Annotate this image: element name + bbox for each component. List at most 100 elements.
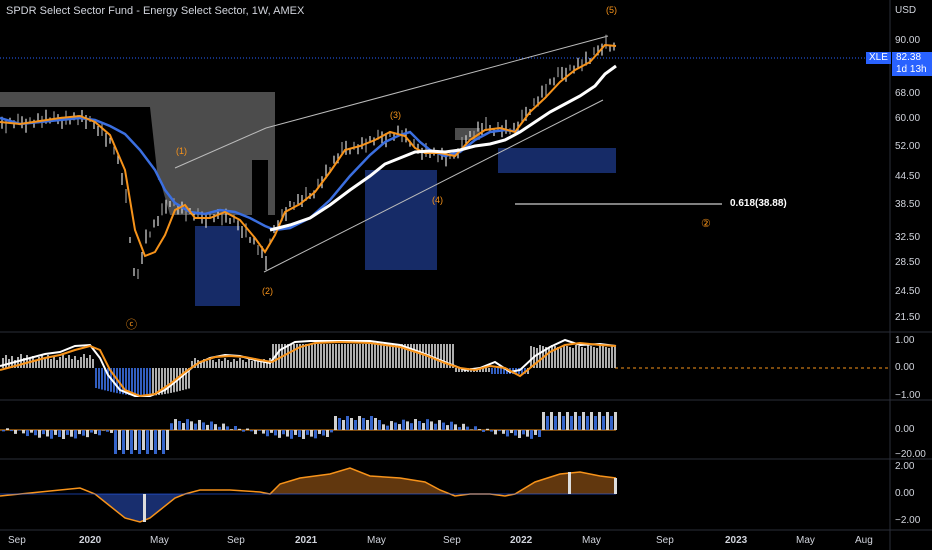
osc2-bar [322,430,325,436]
osc1-bar [368,344,370,368]
last-price-badge: 82.38 1d 13h [892,52,932,76]
blue-zone-1 [195,226,240,306]
osc1-bar [146,368,148,396]
osc2-bar [274,430,277,436]
osc1-bar [329,344,331,368]
osc1-bar [326,344,328,368]
osc1-bar [245,362,247,368]
osc2-bar [226,426,229,430]
osc2-bar [246,428,249,430]
time-axis-label: May [150,535,169,546]
osc1-bar [272,344,274,368]
osc2-bar [186,419,189,430]
wave-label-2: (2) [262,286,273,296]
osc2-bar [570,416,573,430]
osc1-bar [482,368,484,372]
osc2-bar [262,430,265,434]
osc1-bar [35,360,37,368]
osc2-bar [458,427,461,430]
osc1-bar [230,362,232,368]
osc1-bar [578,346,580,368]
osc2-bar [526,430,529,437]
osc1-bar [125,368,127,395]
osc2-bar [586,416,589,430]
price-axis-label: 38.50 [895,199,921,210]
osc2-bar [62,430,65,439]
osc1-bar [401,344,403,368]
osc1-bar [497,368,499,374]
osc2-bar [242,430,245,432]
osc1-bar [398,344,400,368]
osc2-bar [374,418,377,430]
osc2-bar [550,412,553,430]
osc1-bar [77,360,79,368]
time-axis-label: Sep [227,535,245,546]
osc2-bar [190,421,193,430]
osc1-bar [389,344,391,368]
last-price-value: 82.38 [896,52,922,63]
osc2-bar [134,430,137,450]
osc1-bar [350,344,352,368]
osc1-bar [521,368,523,374]
osc2-bar [46,430,49,437]
osc1-bar [347,344,349,368]
osc1-bar [479,368,481,372]
osc3-orange-fill [270,468,616,494]
osc1-bar [278,344,280,368]
osc1-bar [371,344,373,368]
osc2-bar [86,430,89,438]
osc2-bar [118,430,121,450]
osc2-bar [266,430,269,437]
osc1-bar [341,344,343,368]
osc1-bar [440,344,442,368]
osc2-bar [110,430,113,433]
time-axis-label: May [796,535,815,546]
osc2-bar [174,419,177,430]
osc2-bar [558,412,561,430]
osc1-bar [599,345,601,368]
osc1-bar [407,344,409,368]
osc1-bar [587,345,589,368]
osc1-bar [500,368,502,374]
osc1-bar [107,368,109,392]
osc1-bar [392,344,394,368]
osc1-bar [308,344,310,368]
osc2-bar [594,416,597,430]
osc2-bar [106,430,109,432]
osc2-bar [6,428,9,430]
osc2-bar [238,428,241,430]
osc2-bar [542,412,545,430]
osc1-bar [104,368,106,391]
osc1-bar [209,358,211,368]
time-axis-label: 2022 [510,535,533,546]
osc2-bar [426,419,429,430]
osc2-bar [54,430,57,435]
osc1-bar [380,344,382,368]
osc2-bar [434,423,437,430]
osc2-bar [42,430,45,435]
time-axis-label: 2021 [295,535,318,546]
osc1-bar [290,344,292,368]
osc1-bar [41,354,43,368]
osc2-bar [78,430,81,435]
osc1-bar [551,345,553,368]
osc1-bar [461,368,463,372]
osc2-bar [234,426,237,430]
gray-zone-top [0,92,275,215]
osc1-bar [563,345,565,368]
osc1-bar [575,345,577,368]
osc1-bar [143,368,145,396]
price-axis-label: 32.50 [895,232,921,243]
osc2-histogram [2,412,617,454]
osc1-bar [254,358,256,368]
osc2-bar [410,423,413,430]
osc2-bar [214,424,217,430]
osc1-bar [80,357,82,368]
osc2-bar [10,430,13,432]
osc2-axis-label: −20.00 [895,449,926,460]
osc2-bar [382,424,385,430]
osc2-bar [270,430,273,433]
osc1-bar [221,361,223,368]
